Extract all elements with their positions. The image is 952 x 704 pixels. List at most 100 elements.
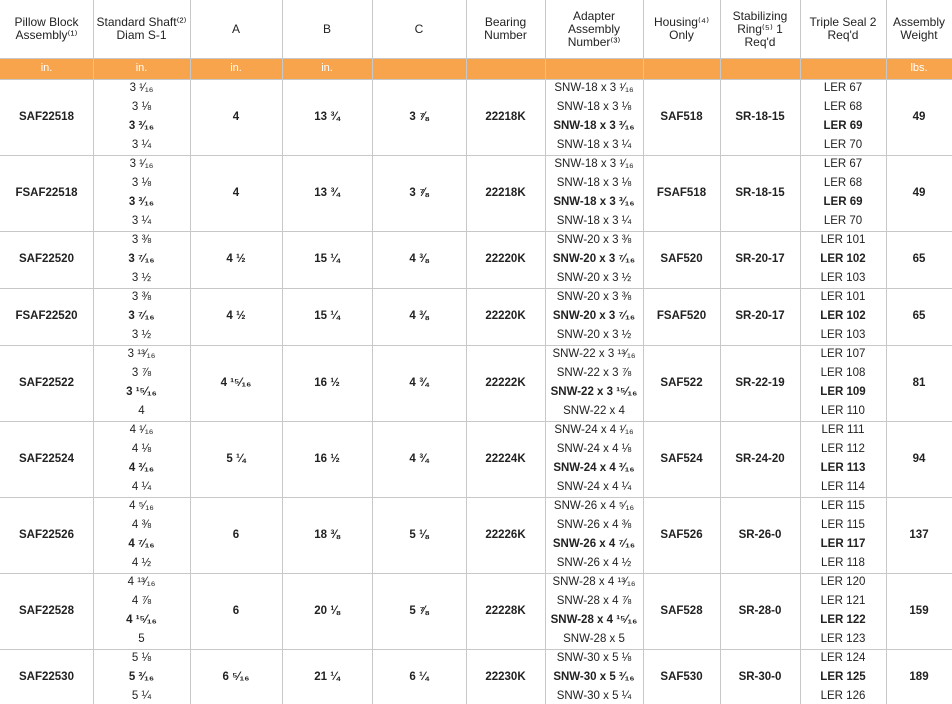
seal: LER 124 [820, 652, 866, 664]
assembly: SAF22522 [19, 376, 74, 389]
adapter: SNW-24 x 4 ¹⁄₁₆ [554, 424, 634, 436]
column-header: B [322, 21, 331, 36]
bearing: 22224K [485, 452, 526, 465]
column-header: A [231, 21, 240, 36]
shaft: 3 ³⁄₁₆ [128, 120, 155, 132]
a: 4 [232, 186, 240, 199]
row-divider [0, 58, 952, 59]
assembly: FSAF22518 [15, 186, 78, 199]
row-divider [0, 649, 952, 650]
column-divider [372, 0, 373, 704]
shaft: 3 ⅜ [131, 234, 152, 246]
row-divider [0, 573, 952, 574]
shaft: 3 ¹⁵⁄₁₆ [126, 386, 157, 398]
assembly: SAF22520 [19, 253, 74, 265]
seal: LER 67 [823, 82, 863, 94]
seal: LER 118 [821, 557, 865, 569]
column-divider [643, 0, 644, 704]
seal: LER 121 [820, 595, 866, 607]
shaft: 4 ⁷⁄₁₆ [128, 538, 155, 550]
adapter: SNW-28 x 4 ¹³⁄₁₆ [552, 576, 636, 588]
adapter: SNW-18 x 3 ¹⁄₁₆ [554, 158, 634, 170]
housing: SAF518 [660, 110, 703, 123]
c: 6 ¼ [409, 671, 429, 683]
weight: 94 [912, 452, 926, 465]
shaft: 4 ¹⁵⁄₁₆ [126, 614, 157, 626]
adapter: SNW-30 x 5 ⅛ [556, 652, 632, 664]
c: 3 ⅞ [409, 110, 429, 123]
seal: LER 102 [820, 253, 866, 265]
column-header: Stabilizing Ring⁽⁵⁾ 1 Req'd [732, 8, 788, 49]
a: 4 ½ [226, 310, 246, 322]
seal: LER 70 [823, 139, 863, 151]
a: 4 [232, 110, 240, 123]
shaft: 4 ⅞ [131, 595, 152, 607]
assembly: SAF22528 [19, 604, 74, 617]
a: 5 ¼ [226, 452, 246, 465]
column-divider [466, 0, 467, 704]
seal: LER 101 [820, 291, 866, 303]
shaft: 3 ½ [131, 272, 152, 284]
shaft: 3 ⁷⁄₁₆ [128, 253, 155, 265]
adapter: SNW-26 x 4 ⁵⁄₁₆ [553, 500, 635, 512]
column-header: Bearing Number [484, 15, 527, 42]
assembly: FSAF22520 [15, 310, 78, 322]
ring: SR-20-17 [735, 253, 785, 265]
b: 15 ¼ [314, 253, 340, 265]
seal: LER 68 [823, 177, 863, 189]
unit-label: in. [230, 62, 242, 74]
adapter: SNW-18 x 3 ⅛ [556, 177, 632, 189]
adapter: SNW-28 x 4 ¹⁵⁄₁₆ [550, 614, 638, 626]
shaft: 3 ¼ [131, 215, 152, 227]
column-divider [720, 0, 721, 704]
housing: SAF528 [660, 604, 703, 617]
shaft: 5 ¼ [131, 690, 152, 702]
ring: SR-26-0 [738, 528, 782, 541]
units-row [0, 58, 952, 79]
adapter: SNW-18 x 3 ³⁄₁₆ [553, 120, 635, 132]
shaft: 3 ½ [131, 329, 152, 341]
housing: SAF526 [660, 528, 703, 541]
b: 15 ¼ [314, 310, 340, 322]
b: 20 ⅛ [314, 604, 340, 617]
shaft: 3 ¹⁄₁₆ [129, 158, 154, 170]
c: 4 ⅜ [409, 310, 429, 322]
ring: SR-20-17 [735, 310, 785, 322]
seal: LER 113 [820, 462, 866, 474]
housing: SAF530 [660, 671, 703, 683]
adapter: SNW-22 x 3 ⅞ [556, 367, 632, 379]
seal: LER 101 [820, 234, 866, 246]
row-divider [0, 79, 952, 80]
column-header: Assembly Weight [892, 15, 945, 42]
unit-label: in. [40, 62, 53, 74]
adapter: SNW-26 x 4 ½ [556, 557, 632, 569]
a: 4 ¹⁵⁄₁₆ [220, 376, 252, 389]
bearing: 22228K [485, 604, 526, 617]
weight: 65 [912, 253, 926, 265]
column-header: Triple Seal 2 Req'd [809, 15, 877, 42]
seal: LER 102 [820, 310, 866, 322]
ring: SR-30-0 [738, 671, 782, 683]
column-header: Standard Shaft⁽²⁾ Diam S-1 [96, 15, 187, 42]
adapter: SNW-18 x 3 ⅛ [556, 101, 632, 113]
adapter: SNW-20 x 3 ⁷⁄₁₆ [552, 253, 636, 265]
bearing: 22230K [485, 671, 526, 683]
seal: LER 69 [823, 196, 863, 208]
weight: 159 [909, 604, 929, 617]
adapter: SNW-18 x 3 ¼ [556, 215, 632, 227]
column-header: Pillow Block Assembly⁽¹⁾ [14, 15, 79, 42]
housing: FSAF518 [656, 186, 707, 199]
seal: LER 109 [820, 386, 866, 398]
b: 16 ½ [314, 452, 340, 465]
seal: LER 114 [821, 481, 865, 493]
ring: SR-24-20 [735, 452, 785, 465]
seal: LER 120 [820, 576, 866, 588]
shaft: 4 ¹³⁄₁₆ [127, 576, 156, 588]
seal: LER 125 [820, 671, 866, 683]
b: 18 ⅜ [314, 528, 340, 541]
weight: 65 [912, 310, 926, 322]
bearing: 22218K [485, 110, 526, 123]
seal: LER 67 [823, 158, 863, 170]
unit-label: lbs. [910, 62, 928, 74]
